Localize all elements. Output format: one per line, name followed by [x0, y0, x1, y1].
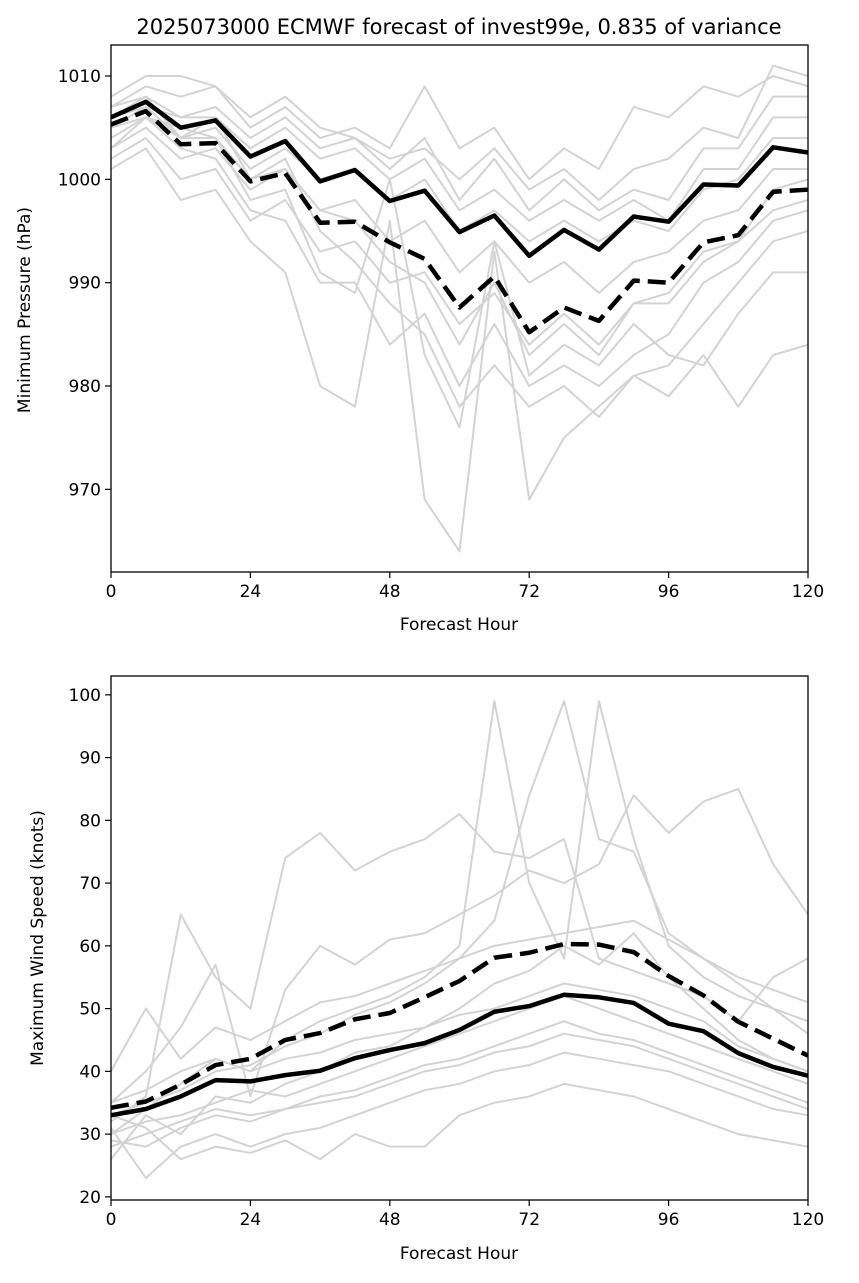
ensemble-member-line	[111, 813, 808, 1123]
x-tick-label: 72	[518, 582, 540, 602]
y-tick-label: 70	[79, 874, 101, 894]
y-tick-label: 1000	[58, 170, 101, 190]
solid-mean-line	[111, 99, 808, 259]
dashed-mean-line	[111, 108, 808, 335]
wind-x-axis-label: Forecast Hour	[400, 1244, 518, 1264]
x-tick-label: 0	[106, 1210, 117, 1230]
pressure-panel: 0 24 48 72 96 120 970 980 990 1000 1010	[58, 44, 824, 602]
ensemble-member-line	[111, 64, 808, 201]
x-tick-label: 120	[792, 582, 824, 602]
x-tick-label: 96	[658, 1210, 680, 1230]
y-tick-label: 980	[69, 377, 101, 397]
ensemble-member-line	[111, 116, 808, 356]
y-tick-label: 20	[79, 1188, 101, 1208]
x-tick-label: 48	[379, 582, 401, 602]
ensemble-member-line	[111, 95, 808, 212]
axes-frame	[110, 675, 809, 1201]
ensemble-member-line	[111, 982, 808, 1104]
dashed-mean-line	[111, 941, 808, 1110]
x-tick-label: 48	[379, 1210, 401, 1230]
chart-title: 2025073000 ECMWF forecast of invest99e, …	[136, 15, 781, 39]
y-tick-label: 40	[79, 1062, 101, 1082]
x-tick-label: 72	[518, 1210, 540, 1230]
ensemble-member-line	[111, 1051, 808, 1180]
plot-area	[111, 700, 808, 1180]
y-tick-label: 60	[79, 937, 101, 957]
ensemble-member-line	[111, 95, 808, 418]
axes-frame	[110, 44, 809, 573]
plot-area	[111, 64, 808, 553]
x-tick-label: 120	[792, 1210, 824, 1230]
x-tick-label: 96	[658, 582, 680, 602]
x-tick-label: 0	[106, 582, 117, 602]
pressure-x-axis-label: Forecast Hour	[400, 615, 518, 635]
wind-panel: 0 24 48 72 96 120 20 30 40 50 60 70 80 90 100	[69, 675, 824, 1230]
y-tick-label: 990	[69, 274, 101, 294]
y-tick-label: 90	[79, 749, 101, 769]
y-tick-label: 50	[79, 1000, 101, 1020]
ensemble-member-line	[111, 126, 808, 294]
x-tick-label: 24	[240, 1210, 262, 1230]
ensemble-member-line	[111, 995, 808, 1136]
y-tick-label: 30	[79, 1125, 101, 1145]
ensemble-member-line	[111, 137, 808, 346]
ensemble-member-line	[111, 147, 808, 553]
wind-y-axis-label: Maximum Wind Speed (knots)	[28, 810, 48, 1066]
x-tick-label: 24	[240, 582, 262, 602]
ensemble-member-line	[111, 1020, 808, 1148]
ensemble-member-line	[111, 919, 808, 1072]
ensemble-member-line	[111, 116, 808, 387]
ensemble-member-line	[111, 75, 808, 181]
pressure-y-axis-label: Minimum Pressure (hPa)	[15, 207, 35, 413]
y-tick-label: 100	[69, 686, 101, 706]
y-tick-label: 80	[79, 811, 101, 831]
solid-mean-line	[111, 992, 808, 1118]
ensemble-member-line	[111, 1082, 808, 1161]
ensemble-member-line	[111, 787, 808, 1104]
y-tick-label: 970	[69, 480, 101, 500]
y-tick-label: 1010	[58, 67, 101, 87]
ensemble-member-line	[111, 106, 808, 222]
ensemble-member-line	[111, 1032, 808, 1148]
